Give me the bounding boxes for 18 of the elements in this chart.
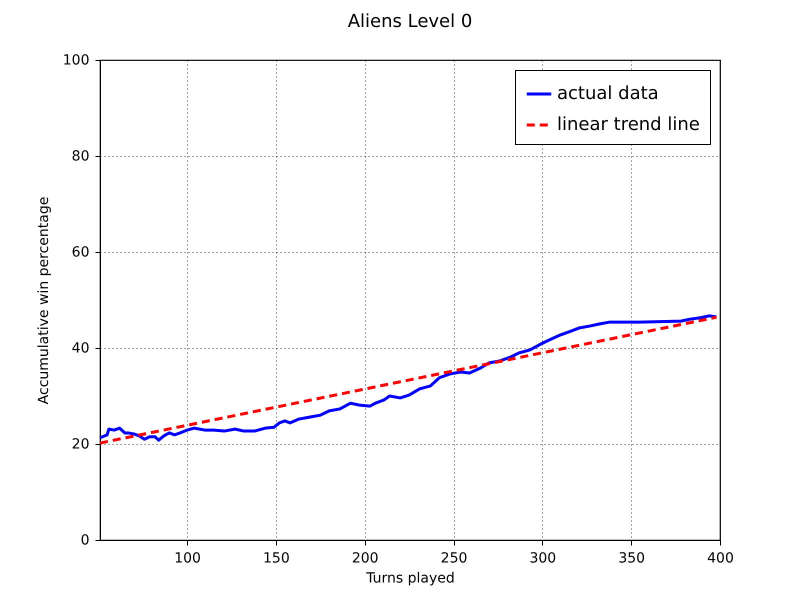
x-tick-label: 400 (707, 550, 734, 566)
y-tick-label: 0 (80, 532, 90, 548)
y-tick-label: 100 (62, 52, 90, 68)
x-axis-title: Turns played (365, 570, 455, 586)
y-tick-label: 60 (72, 244, 90, 260)
y-tick-label: 80 (72, 148, 90, 164)
x-tick-label: 150 (263, 550, 290, 566)
y-tick-label: 40 (72, 340, 90, 356)
x-tick-label: 250 (440, 550, 468, 566)
x-tick-label: 200 (352, 550, 379, 566)
x-tick-label: 100 (174, 550, 201, 566)
x-tick-label: 300 (529, 550, 556, 566)
y-axis-title: Accumulative win percentage (36, 196, 52, 404)
chart-title: Aliens Level 0 (348, 11, 472, 32)
x-tick-label: 350 (618, 550, 646, 566)
legend-label: linear trend line (557, 114, 700, 135)
legend-label: actual data (557, 83, 659, 104)
y-tick-label: 20 (72, 436, 90, 452)
